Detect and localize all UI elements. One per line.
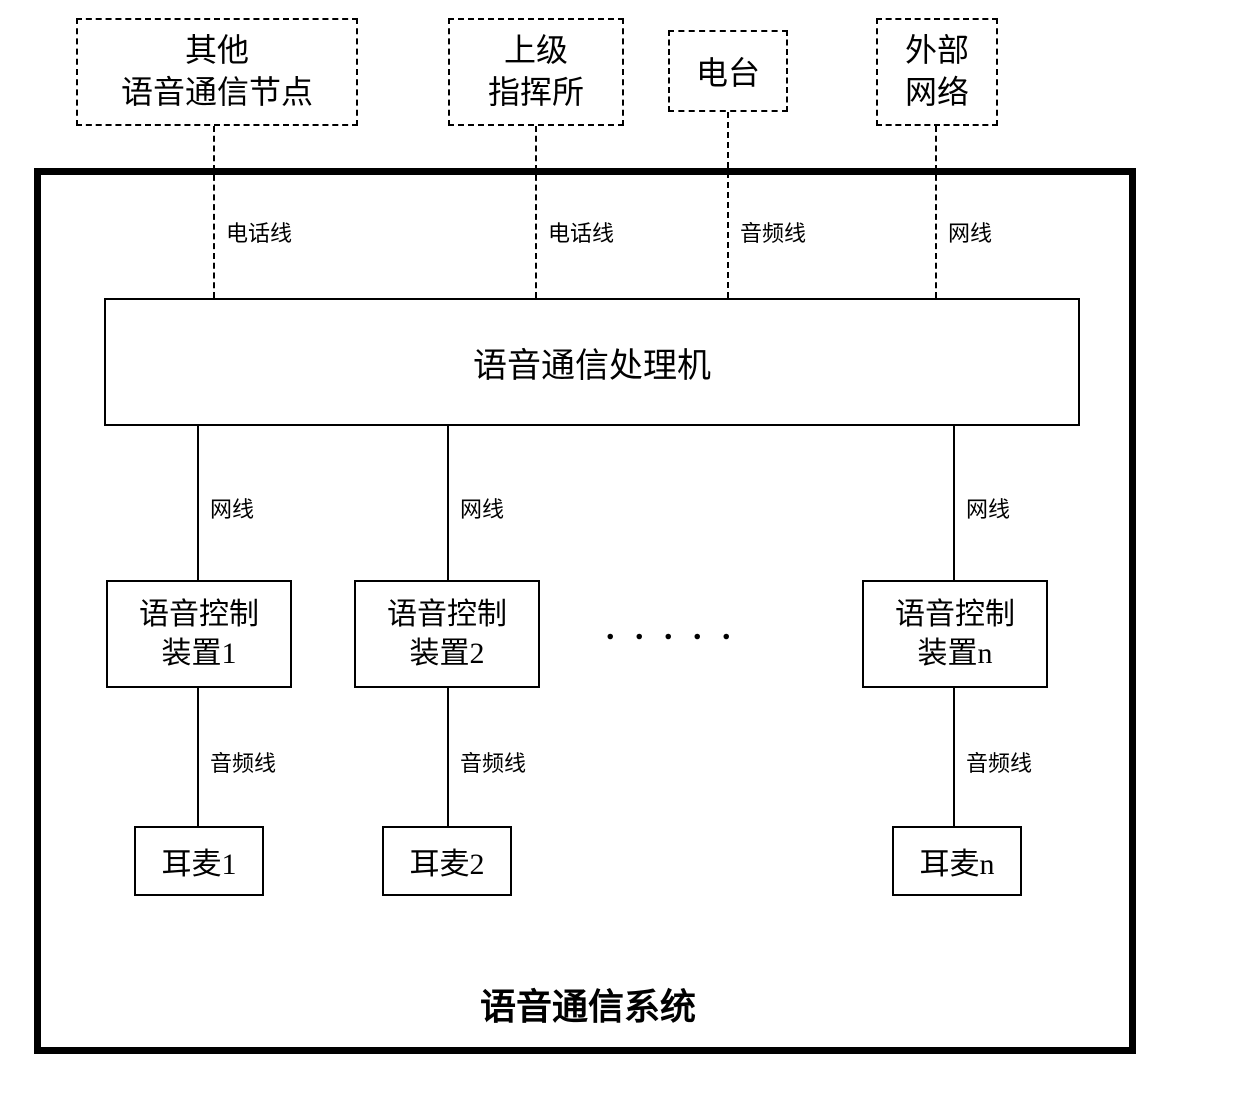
hm-label: 耳麦1 [162,839,237,883]
edge-label-audio-an: 音频线 [966,746,1032,778]
edge-audio-an [953,688,955,826]
processor-label: 语音通信处理机 [473,338,711,387]
edge-net-p1 [197,426,199,580]
edge-label-net-p2: 网线 [460,492,504,524]
edge-audio-a2 [447,688,449,826]
headset-1: 耳麦1 [134,826,264,896]
edge-net-pn [953,426,955,580]
ext-node-label: 外部网络 [905,30,969,113]
hm-label: 耳麦n [920,839,995,883]
vc-label: 语音控制装置n [895,595,1015,673]
voice-control-n: 语音控制装置n [862,580,1048,688]
ext-node-label: 其他语音通信节点 [121,30,313,113]
edge-audio-a1 [197,688,199,826]
ext-node-label: 电台 [696,48,760,94]
edge-label-net-pn: 网线 [966,492,1010,524]
edge-net-p2 [447,426,449,580]
ext-node-label: 上级指挥所 [488,30,584,113]
voice-processor: 语音通信处理机 [104,298,1080,426]
ellipsis: . . . . . [606,610,737,648]
voice-comm-diagram: 其他语音通信节点 上级指挥所 电台 外部网络 电话线 电话线 音频线 网线 语音… [0,0,1240,1109]
ext-node-other-voice: 其他语音通信节点 [76,18,358,126]
system-title: 语音通信系统 [480,978,696,1030]
edge-label-net-p1: 网线 [210,492,254,524]
edge-label-audio-a1: 音频线 [210,746,276,778]
ext-node-radio: 电台 [668,30,788,112]
hm-label: 耳麦2 [410,839,485,883]
headset-n: 耳麦n [892,826,1022,896]
ext-node-external-net: 外部网络 [876,18,998,126]
voice-control-1: 语音控制装置1 [106,580,292,688]
vc-label: 语音控制装置2 [387,595,507,673]
ext-node-superior-cmd: 上级指挥所 [448,18,624,126]
headset-2: 耳麦2 [382,826,512,896]
vc-label: 语音控制装置1 [139,595,259,673]
voice-control-2: 语音控制装置2 [354,580,540,688]
edge-label-audio-a2: 音频线 [460,746,526,778]
